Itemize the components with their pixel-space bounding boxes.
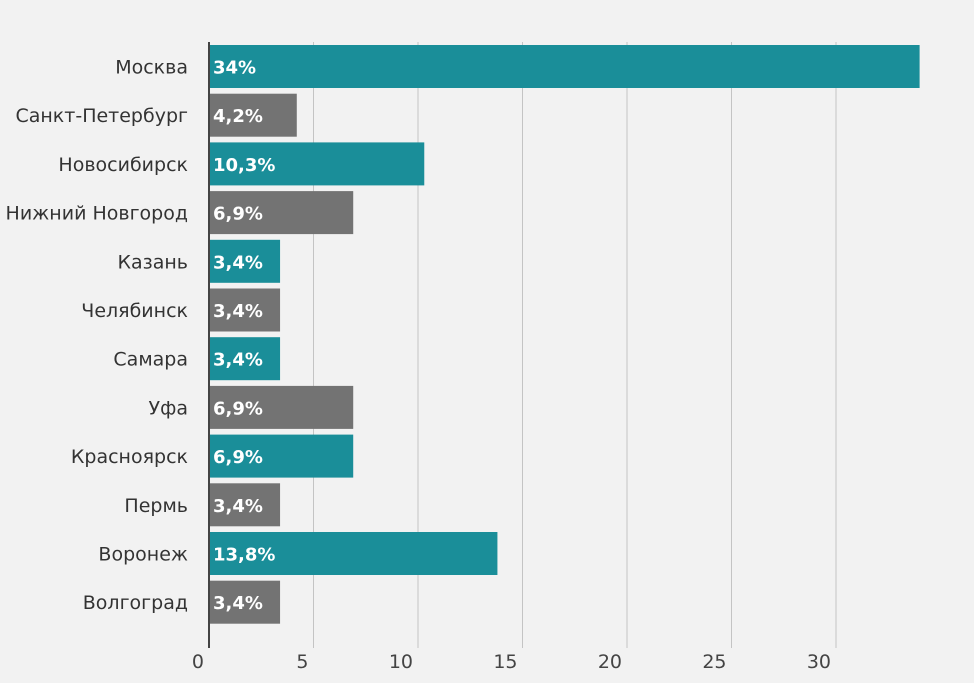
category-labels: Москва Санкт-Петербург Новосибирск Нижний Н… [6,57,188,615]
bar [209,385,354,429]
bar [209,288,281,332]
data-label: 3,4% [213,350,263,371]
bar [209,580,281,624]
bar [209,191,354,235]
data-label: 6,9% [213,398,263,419]
bar [209,239,281,283]
bars [209,45,920,624]
bar [209,45,920,88]
x-tick-label: 0 [192,651,204,673]
data-label: 6,9% [213,204,263,225]
category-label: Красноярск [71,446,188,468]
x-tick-label: 5 [296,651,308,673]
category-label: Воронеж [98,544,188,566]
x-tick-label: 25 [702,651,726,673]
bar [209,434,354,478]
category-label: Волгоград [83,592,188,614]
bar [209,337,281,381]
x-tick-label: 15 [493,651,517,673]
category-label: Уфа [149,397,188,419]
bar [209,142,425,186]
value-labels: 34% 4,2% 10,3% 6,9% 3,4% 3,4% 3,4% 6,9% 6,9% 3,4%… [213,58,275,615]
data-label: 3,4% [213,252,263,273]
category-label: Самара [113,349,188,371]
category-label: Новосибирск [58,154,188,176]
data-label: 3,4% [213,496,263,517]
x-tick-label: 20 [598,651,622,673]
x-tick-labels: 0 5 10 15 20 25 30 [192,651,831,673]
category-label: Санкт-Петербург [15,105,188,127]
x-tick-label: 30 [807,651,831,673]
data-label: 13,8% [213,545,275,566]
category-label: Казань [118,251,189,273]
bar [209,532,498,575]
data-label: 34% [213,58,256,79]
data-label: 6,9% [213,447,263,468]
data-label: 10,3% [213,155,275,176]
data-label: 3,4% [213,301,263,322]
bar [209,483,281,527]
category-label: Нижний Новгород [6,203,188,225]
category-label: Челябинск [81,300,188,322]
x-tick-label: 10 [389,651,413,673]
data-label: 3,4% [213,593,263,614]
category-label: Пермь [124,495,188,517]
data-label: 4,2% [213,106,263,127]
category-label: Москва [115,57,188,79]
bar [209,93,297,137]
